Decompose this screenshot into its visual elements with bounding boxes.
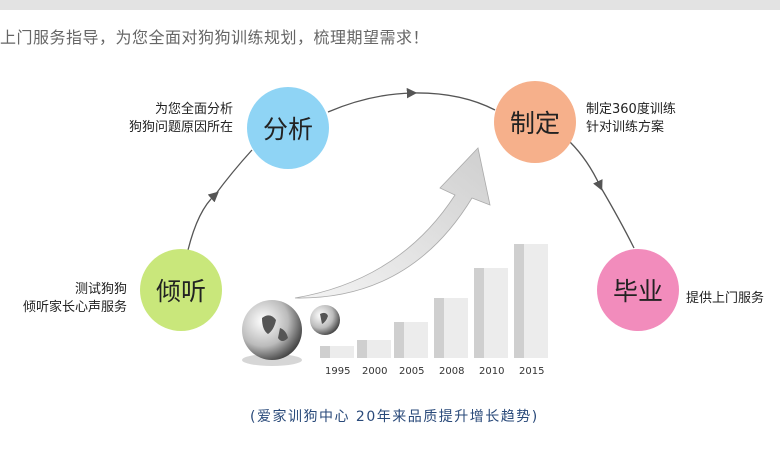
year-label: 1995: [325, 366, 351, 377]
year-label: 2010: [479, 366, 505, 377]
step-plan: 制定: [494, 81, 576, 163]
bar-2010: [484, 268, 508, 358]
desc-line: 狗狗问题原因所在: [128, 120, 233, 135]
bar-2008: [444, 298, 468, 358]
bar-2000: [367, 340, 391, 358]
bar-1995: [330, 346, 354, 358]
growth-arrow: [294, 147, 491, 299]
step-label: 制定: [509, 109, 560, 138]
bar-2015: [524, 244, 548, 358]
cycle-arc-3: [569, 141, 603, 191]
year-label: 2008: [439, 366, 465, 377]
year-label: 2015: [519, 366, 545, 377]
cycle-arc-1: [187, 191, 219, 251]
desc-line: 制定360度训练: [586, 102, 676, 117]
step-listen: 倾听: [140, 249, 222, 331]
desc-line: 针对训练方案: [586, 120, 665, 135]
desc-line: 测试狗狗: [74, 282, 127, 297]
bar-side: [514, 244, 524, 358]
step-analyze: 分析: [247, 87, 329, 169]
desc-line: 倾听家长心声服务: [22, 300, 127, 315]
bar-side: [320, 346, 330, 358]
bar-side: [394, 322, 404, 358]
year-label: 2005: [399, 366, 425, 377]
bar-side: [474, 268, 484, 358]
desc-plan: 制定360度训练 针对训练方案: [586, 101, 676, 137]
bar-side: [357, 340, 367, 358]
desc-listen: 测试狗狗倾听家长心声服务: [23, 281, 127, 317]
cycle-arc-2: [327, 87, 418, 113]
top-bar: [0, 0, 780, 10]
step-label: 分析: [262, 115, 313, 144]
desc-line: 为您全面分析: [154, 102, 233, 117]
year-label: 2000: [362, 366, 388, 377]
headline: 上门服务指导，为您全面对狗狗训练规划，梳理期望需求！: [0, 28, 430, 47]
caption: (爱家训狗中心 20年来品质提升增长趋势): [250, 409, 539, 425]
desc-line: 提供上门服务: [686, 291, 765, 306]
bar-2005: [404, 322, 428, 358]
step-label: 毕业: [612, 277, 663, 306]
desc-graduate: 提供上门服务: [686, 290, 764, 308]
desc-analyze: 为您全面分析狗狗问题原因所在: [129, 101, 233, 137]
bar-side: [434, 298, 444, 358]
step-graduate: 毕业: [597, 249, 679, 331]
step-label: 倾听: [155, 277, 206, 306]
